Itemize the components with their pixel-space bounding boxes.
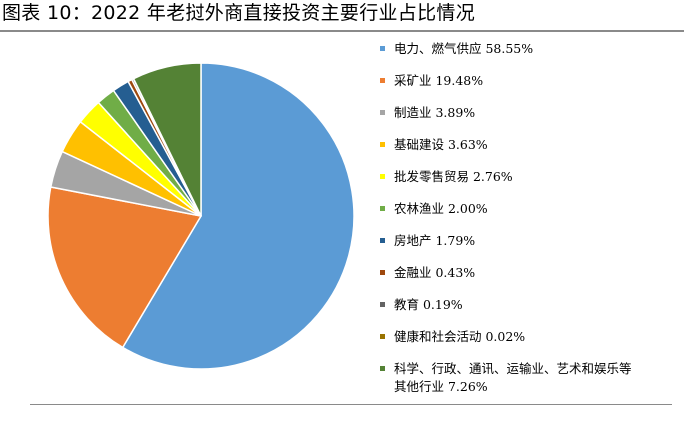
legend-label: 制造业 3.89%: [394, 105, 476, 120]
legend-label: 房地产 1.79%: [394, 233, 476, 248]
pie-slice-0: [121, 62, 355, 370]
legend-label: 批发零售贸易 2.76%: [394, 169, 513, 184]
legend-swatch: [380, 78, 385, 83]
legend-swatch: [380, 174, 385, 179]
chart-title: 图表 10：2022 年老挝外商直接投资主要行业占比情况: [2, 2, 476, 24]
legend-label-line2: 其他行业 7.26%: [394, 379, 488, 394]
legend-swatch: [380, 110, 385, 115]
bottom-divider: [30, 404, 672, 405]
legend-label: 教育 0.19%: [394, 297, 463, 312]
legend-swatch: [380, 334, 385, 339]
pie-chart: [47, 62, 355, 370]
legend-swatch: [380, 302, 385, 307]
legend-swatch: [380, 238, 385, 243]
top-divider: [0, 30, 684, 32]
legend-swatch: [380, 142, 385, 147]
legend-label: 金融业 0.43%: [394, 265, 476, 280]
pie-slice-10: [132, 62, 202, 217]
pie-slice-1: [47, 186, 202, 349]
legend-swatch: [380, 270, 385, 275]
legend-swatch: [380, 366, 385, 371]
legend-swatch: [380, 206, 385, 211]
legend-label: 健康和社会活动 0.02%: [394, 329, 526, 344]
legend-label: 电力、燃气供应 58.55%: [394, 41, 534, 56]
legend-label: 采矿业 19.48%: [394, 73, 484, 88]
legend-label: 农林渔业 2.00%: [394, 201, 488, 216]
legend-swatch: [380, 46, 385, 51]
legend-label: 科学、行政、通讯、运输业、艺术和娱乐等: [394, 361, 632, 376]
legend-label: 基础建设 3.63%: [394, 137, 488, 152]
